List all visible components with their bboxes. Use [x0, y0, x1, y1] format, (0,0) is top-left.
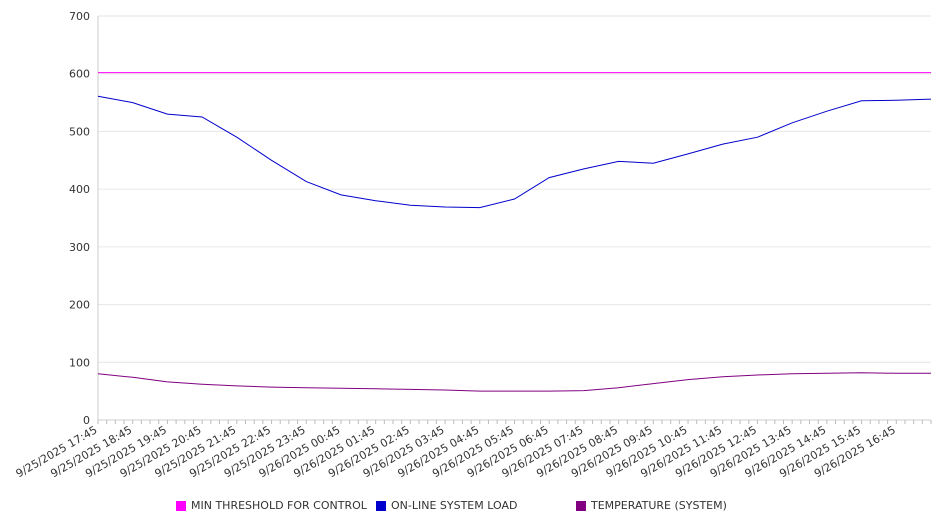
y-tick-label: 200 [69, 299, 90, 312]
legend-swatch-blue [376, 500, 386, 511]
y-tick-label: 500 [69, 125, 90, 138]
y-tick-label: 300 [69, 241, 90, 254]
legend-item-min-threshold: MIN THRESHOLD FOR CONTROL [176, 499, 367, 512]
y-tick-label: 600 [69, 68, 90, 81]
legend-swatch-magenta [176, 500, 186, 511]
series-line [97, 95, 932, 209]
y-tick-label: 100 [69, 356, 90, 369]
legend-label: ON-LINE SYSTEM LOAD [391, 499, 518, 512]
legend-item-temperature: TEMPERATURE (SYSTEM) [576, 499, 727, 512]
legend-swatch-purple [576, 500, 586, 511]
y-tick-label: 700 [69, 10, 90, 23]
legend-item-system-load: ON-LINE SYSTEM LOAD [376, 499, 517, 512]
y-axis-ticks: 0 100 200 300 400 500 600 700 [69, 10, 90, 427]
axes [97, 16, 932, 424]
series-line [97, 372, 931, 392]
y-tick-label: 0 [83, 414, 90, 427]
series-lines [97, 72, 932, 392]
legend-label: MIN THRESHOLD FOR CONTROL [191, 499, 367, 512]
legend: MIN THRESHOLD FOR CONTROL ON-LINE SYSTEM… [0, 499, 946, 513]
grid-lines [98, 15, 931, 363]
y-tick-label: 400 [69, 183, 90, 196]
legend-label: TEMPERATURE (SYSTEM) [591, 499, 727, 512]
x-axis-ticks: 9/25/2025 17:459/25/2025 18:459/25/2025 … [14, 423, 898, 480]
